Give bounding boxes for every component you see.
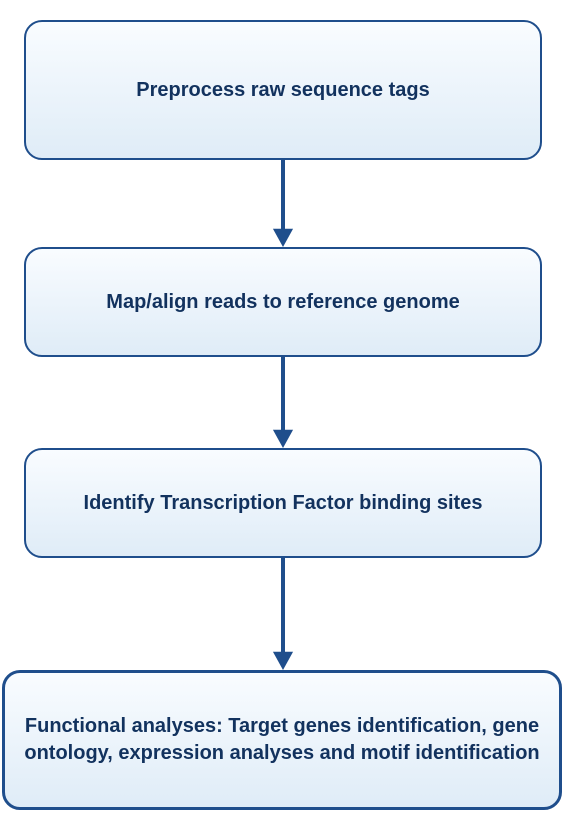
node-label: Map/align reads to reference genome [106,289,459,316]
node-label: Preprocess raw sequence tags [136,77,429,104]
flowchart-container: Preprocess raw sequence tags Map/align r… [0,0,564,827]
arrowhead-icon [273,430,293,448]
flowchart-node-preprocess: Preprocess raw sequence tags [24,20,542,160]
arrowhead-icon [273,229,293,247]
arrowhead-icon [273,652,293,670]
node-label: Functional analyses: Target genes identi… [19,713,545,767]
node-label: Identify Transcription Factor binding si… [84,490,483,517]
flowchart-node-map-align: Map/align reads to reference genome [24,247,542,357]
flowchart-node-identify-tf: Identify Transcription Factor binding si… [24,448,542,558]
flowchart-node-functional-analyses: Functional analyses: Target genes identi… [2,670,562,810]
